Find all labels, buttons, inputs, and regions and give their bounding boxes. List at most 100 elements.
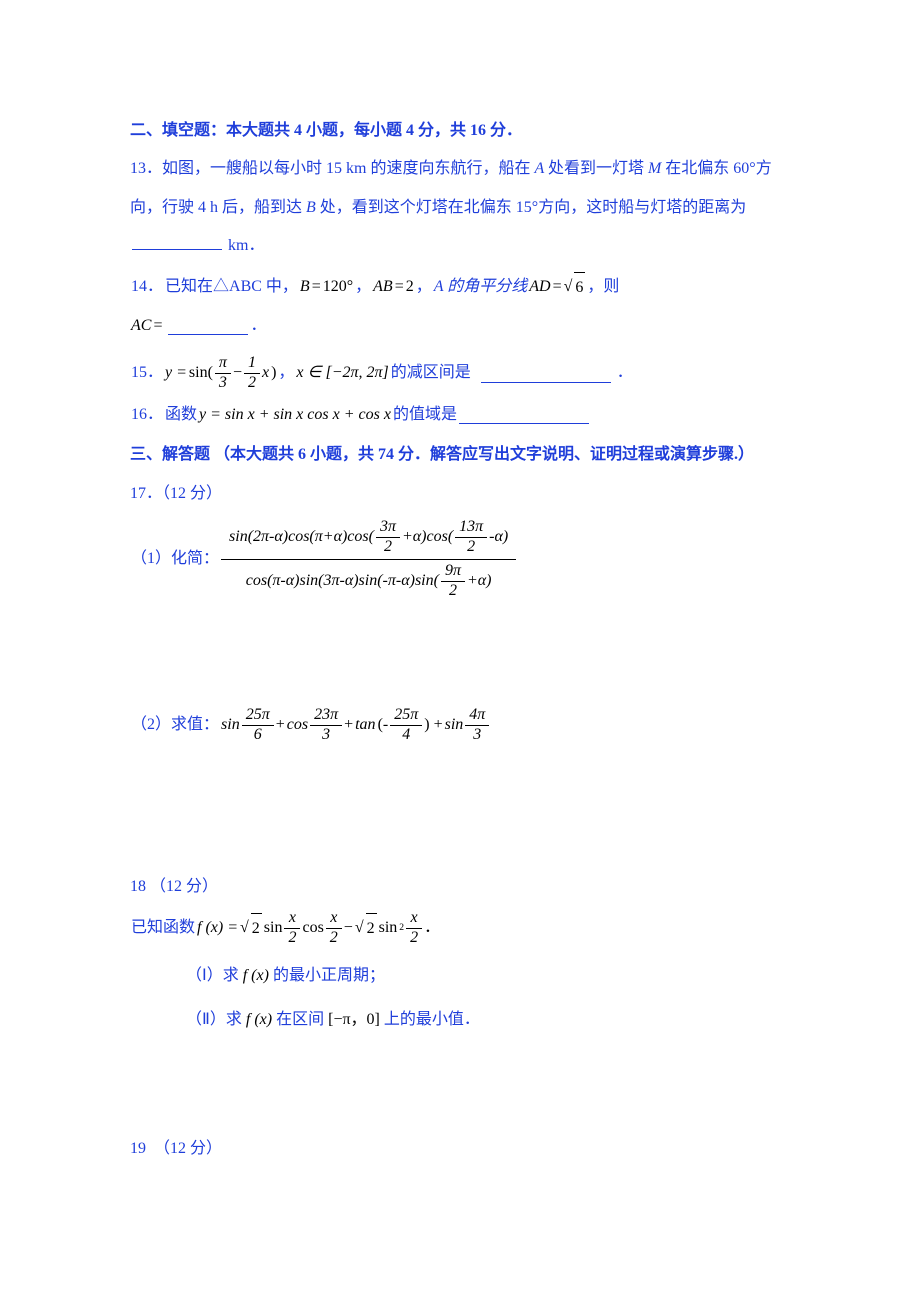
t: x: [406, 910, 422, 929]
q16-blank: [459, 406, 589, 424]
q16-line: 16． 函数 y = sin x + sin x cos x + cos x 的…: [130, 400, 790, 430]
q17-points: （12 分）: [162, 485, 222, 502]
t: 2: [441, 582, 465, 600]
q17-p2-cos: cos: [287, 710, 308, 740]
f: 13π2: [455, 519, 487, 556]
q18-ii-fx: f (x): [246, 1011, 272, 1028]
q15-comma: ，: [278, 358, 294, 388]
q18-i-fx: f (x): [243, 967, 269, 984]
q17-p1-denominator: cos(π-α)sin(3π-α)sin(-π-α)sin(9π2+α): [221, 560, 516, 602]
t: (-π-α): [377, 572, 415, 589]
q15-x: x: [262, 358, 269, 388]
q13-line2: 向，行驶 4 h 后，船到达 B 处，看到这个灯塔在北偏东 15°方向，这时船与…: [130, 193, 790, 223]
t: 25π: [242, 707, 274, 726]
q14-line1: 14． 已知在△ABC 中， B = 120° ， AB = 2 ， A 的角平…: [130, 272, 790, 303]
q14-pre: 已知在△ABC 中，: [165, 272, 298, 302]
q18-ii: （Ⅱ）求 f (x) 在区间 [−π，0] 上的最小值．: [130, 1005, 790, 1035]
t: 23π: [310, 707, 342, 726]
q17-p2-f4: 4π3: [465, 707, 489, 744]
q17-number: 17．: [130, 485, 162, 502]
sqrt-icon: √: [355, 913, 364, 943]
q18-x2a: x2: [284, 910, 300, 947]
q18-i-label: （Ⅰ）求: [186, 967, 243, 984]
q17-p2-f2: 23π3: [310, 707, 342, 744]
q18-pre: 已知函数: [131, 913, 195, 943]
q18-number: 18: [130, 878, 146, 895]
q19-header: 19 （12 分）: [130, 1134, 790, 1164]
t: x: [326, 910, 342, 929]
t: x: [284, 910, 300, 929]
q18-ii-interval: [−π，0]: [328, 1011, 380, 1028]
t: (π+α): [309, 528, 347, 545]
q17-part2: （2）求值： sin 25π6 + cos 23π3 + tan (- 25π4…: [130, 707, 790, 744]
section-3-header: 三、解答题 （本大题共 6 小题，共 74 分．解答应写出文字说明、证明过程或演…: [130, 440, 790, 470]
q18-sqrt2-b: 2: [366, 913, 377, 944]
q15-close: ): [271, 358, 276, 388]
q13-number: 13．: [130, 160, 162, 177]
t: (2π-α): [248, 528, 288, 545]
q14-ac-eq: =: [153, 311, 162, 341]
q13-text-a: 如图，一艘船以每小时 15 km 的速度向东航行，船在: [162, 160, 534, 177]
q16-mid: 的值域是: [393, 400, 457, 430]
f: 9π2: [441, 563, 465, 600]
q17-part1: （1）化简： sin(2π-α)cos(π+α)cos(3π2+α)cos(13…: [130, 517, 790, 601]
t: +α): [467, 572, 492, 589]
spacer: [130, 842, 790, 864]
q13-line1: 13．如图，一艘船以每小时 15 km 的速度向东航行，船在 A 处看到一灯塔 …: [130, 154, 790, 184]
q13-text-b: 处看到一灯塔: [548, 160, 648, 177]
t: 4π: [465, 707, 489, 726]
t: -α): [489, 528, 508, 545]
t: 3π: [376, 519, 400, 538]
t: (: [448, 528, 453, 545]
q18-sqrt2-a: 2: [251, 913, 262, 944]
q14-eq3-eq: =: [553, 272, 562, 302]
q18-ii-label: （Ⅱ）求: [186, 1011, 246, 1028]
t: 3: [310, 726, 342, 744]
t: cos: [427, 528, 448, 545]
q14-eq1-eq: =: [312, 272, 321, 302]
q17-p2-f3: 25π4: [390, 707, 422, 744]
q17-p1-label: （1）化简：: [131, 544, 219, 574]
q18-i: （Ⅰ）求 f (x) 的最小正周期；: [130, 961, 790, 991]
t: (π-α): [267, 572, 299, 589]
sqrt-icon: √: [564, 272, 573, 302]
q15-frac2: 1 2: [244, 355, 260, 392]
q17-p2-open: (-: [378, 710, 389, 740]
t: 9π: [441, 563, 465, 582]
spacer: [130, 752, 790, 842]
q17-p2-tan: tan: [355, 710, 375, 740]
q17-p2-close: ) +: [424, 710, 442, 740]
t: cos: [347, 528, 368, 545]
q18-sq: 2: [399, 919, 404, 937]
q16-pre: 函数: [165, 400, 197, 430]
q14-eq2-rhs: 2: [406, 272, 414, 302]
q18-ii-tail: 上的最小值．: [380, 1011, 480, 1028]
q15-frac2-den: 2: [244, 374, 260, 392]
q18-x2b: x2: [326, 910, 342, 947]
q15-minus: −: [233, 358, 242, 388]
q14-sep2: ，: [416, 272, 432, 302]
spacer: [130, 1104, 790, 1126]
q18-cos: cos: [302, 913, 323, 943]
t: sin: [229, 528, 248, 545]
t: 4: [390, 726, 422, 744]
q14-eq2-lhs: AB: [373, 272, 393, 302]
q13-line3: km．: [130, 231, 790, 261]
q15-y: y =: [165, 358, 187, 388]
q14-number: 14．: [131, 272, 163, 302]
q14-eq3-lhs: AD: [529, 272, 550, 302]
q18-points: （12 分）: [150, 878, 218, 895]
spacer: [130, 1044, 790, 1104]
q17-p2-f1: 25π6: [242, 707, 274, 744]
q19-number: 19: [130, 1140, 150, 1157]
t: 13π: [455, 519, 487, 538]
q14-line2: AC = ．: [130, 311, 790, 341]
q17-header: 17．（12 分）: [130, 479, 790, 509]
q15-blank: [481, 365, 611, 383]
q18-x2c: x2: [406, 910, 422, 947]
q17-p2-plus1: +: [276, 710, 285, 740]
t: +α): [402, 528, 427, 545]
q15-period: ．: [617, 358, 633, 388]
t: 3: [465, 726, 489, 744]
q19-points: （12 分）: [154, 1140, 222, 1157]
